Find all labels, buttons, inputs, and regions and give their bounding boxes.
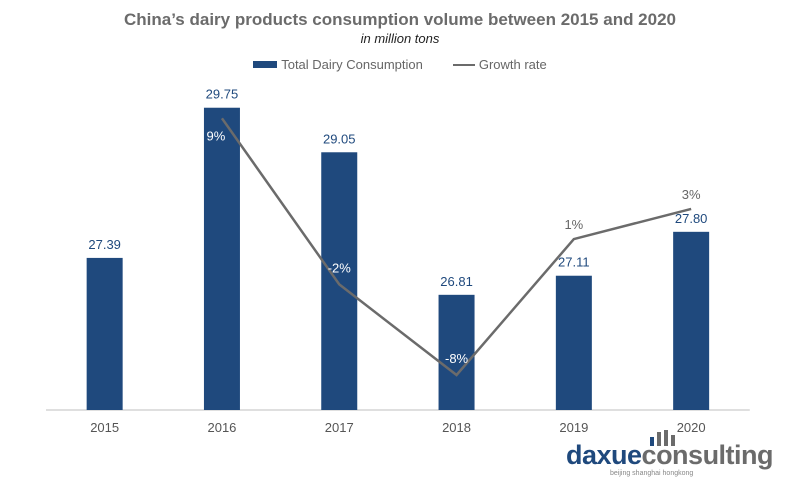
growth-label-2018: -8%	[445, 351, 469, 366]
logo-tagline: beijing shanghai hongkong	[610, 470, 694, 477]
bar-2018	[438, 294, 475, 410]
x-tick-2018: 2018	[442, 420, 471, 435]
x-tick-2020: 2020	[677, 420, 706, 435]
x-tick-2019: 2019	[559, 420, 588, 435]
legend-label-bar: Total Dairy Consumption	[281, 57, 423, 72]
chart-subtitle: in million tons	[360, 31, 440, 46]
growth-label-2017: -2%	[328, 260, 352, 275]
bar-label-2017: 29.05	[323, 131, 356, 146]
bar-label-2018: 26.81	[440, 274, 473, 289]
growth-label-2020: 3%	[682, 187, 701, 202]
chart-title: China’s dairy products consumption volum…	[123, 10, 677, 29]
x-tick-2016: 2016	[207, 420, 236, 435]
logo-text-secondary: consulting	[641, 440, 774, 470]
bar-label-2016: 29.75	[206, 87, 239, 102]
legend-swatch-bar	[253, 61, 278, 68]
growth-label-2016: 9%	[207, 128, 226, 143]
logo-bars-icon	[650, 430, 675, 446]
bar-2017	[321, 152, 358, 411]
growth-label-2019: 1%	[564, 217, 583, 232]
x-tick-2017: 2017	[325, 420, 354, 435]
x-tick-2015: 2015	[90, 420, 119, 435]
bar-label-2020: 27.80	[675, 211, 708, 226]
legend-item-bar: Total Dairy Consumption	[253, 57, 423, 72]
legend-label-line: Growth rate	[478, 57, 547, 72]
legend-item-line: Growth rate	[452, 57, 547, 72]
legend: Total Dairy Consumption Growth rate	[0, 57, 800, 72]
bar-2015	[86, 257, 123, 410]
bar-label-2015: 27.39	[88, 237, 121, 252]
bar-2019	[555, 275, 592, 410]
bar-2016	[203, 107, 240, 411]
logo-text-primary: daxue	[566, 440, 642, 470]
daxue-logo: daxueconsulting beijing shanghai hongkon…	[566, 430, 776, 477]
growth-line	[220, 117, 692, 377]
bar-label-2019: 27.11	[558, 255, 590, 270]
bar-2020	[673, 231, 710, 410]
legend-swatch-line	[452, 63, 475, 66]
